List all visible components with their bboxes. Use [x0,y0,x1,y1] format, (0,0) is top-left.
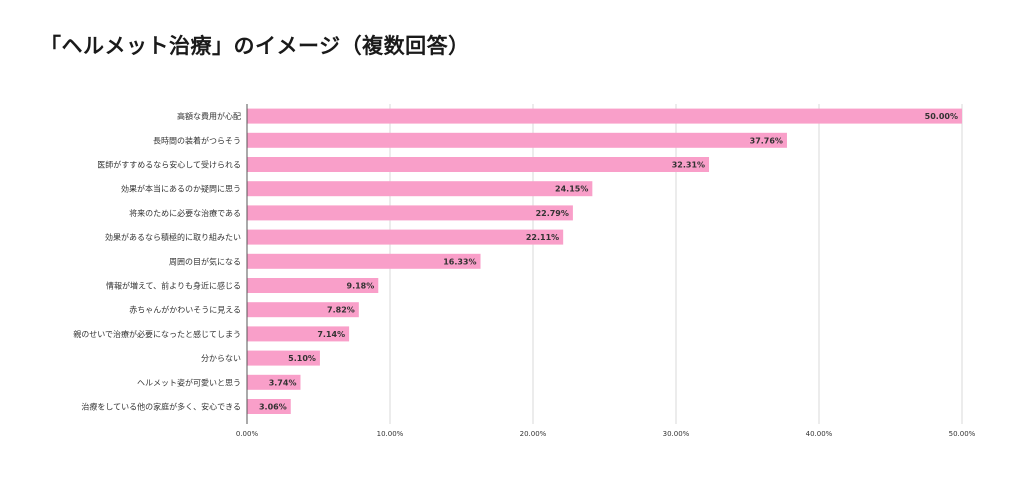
value-label: 37.76% [750,136,783,145]
value-label: 7.82% [327,306,355,315]
category-label: 高額な費用が心配 [177,111,241,121]
bar [247,181,593,197]
category-label: 親のせいで治療が必要になったと感じてしまう [73,329,241,339]
bar [247,374,301,390]
category-labels: 高額な費用が心配長時間の装着がつらそう医師がすすめるなら安心して受けられる効果が… [73,111,241,411]
value-label: 32.31% [672,161,705,170]
x-tick-label: 50.00% [949,430,976,438]
x-tick-label: 0.00% [236,430,259,438]
value-label: 7.14% [317,330,345,339]
bar [247,350,320,366]
category-label: 周囲の目が気になる [169,256,241,266]
bar [247,326,350,342]
value-label: 50.00% [925,112,958,121]
x-tick-label: 40.00% [806,430,833,438]
value-label: 22.79% [536,209,569,218]
category-label: 将来のために必要な治療である [129,208,241,218]
value-label: 22.11% [526,233,559,242]
bar [247,108,962,124]
value-label: 5.10% [288,354,316,363]
category-label: ヘルメット姿が可愛いと思う [137,377,241,387]
bar [247,302,359,318]
bar [247,205,573,221]
bars [247,108,962,414]
x-tick-label: 30.00% [663,430,690,438]
value-label: 24.15% [555,185,588,194]
bar [247,278,379,293]
category-label: 治療をしている他の家庭が多く、安心できる [81,402,241,412]
bar [247,229,564,245]
chart-title: 「ヘルメット治療」のイメージ（複数回答） [40,34,470,58]
value-label: 9.18% [347,282,375,291]
bar [247,132,787,148]
bar [247,399,291,414]
bar [247,253,481,269]
category-label: 赤ちゃんがかわいそうに見える [129,305,241,315]
category-label: 医師がすすめるなら安心して受けられる [97,160,241,170]
value-label: 3.74% [269,378,297,387]
x-axis-ticks: 0.00% 10.00% 20.00% 30.00% 40.00% 50.00% [236,430,976,438]
bar [247,157,710,172]
x-tick-label: 10.00% [377,430,404,438]
value-labels: 50.00% 37.76% 32.31% 24.15% 22.79% 22.11% 16.3… [259,112,958,411]
value-label: 3.06% [259,403,287,412]
category-label: 効果があるなら積極的に取り組みたい [105,232,241,242]
category-label: 分からない [201,354,241,363]
value-label: 16.33% [443,257,476,266]
x-tick-label: 20.00% [520,430,547,438]
category-label: 効果が本当にあるのか疑問に思う [121,184,241,194]
category-label: 情報が増えて、前よりも身近に感じる [106,281,241,291]
category-label: 長時間の装着がつらそう [153,135,241,145]
